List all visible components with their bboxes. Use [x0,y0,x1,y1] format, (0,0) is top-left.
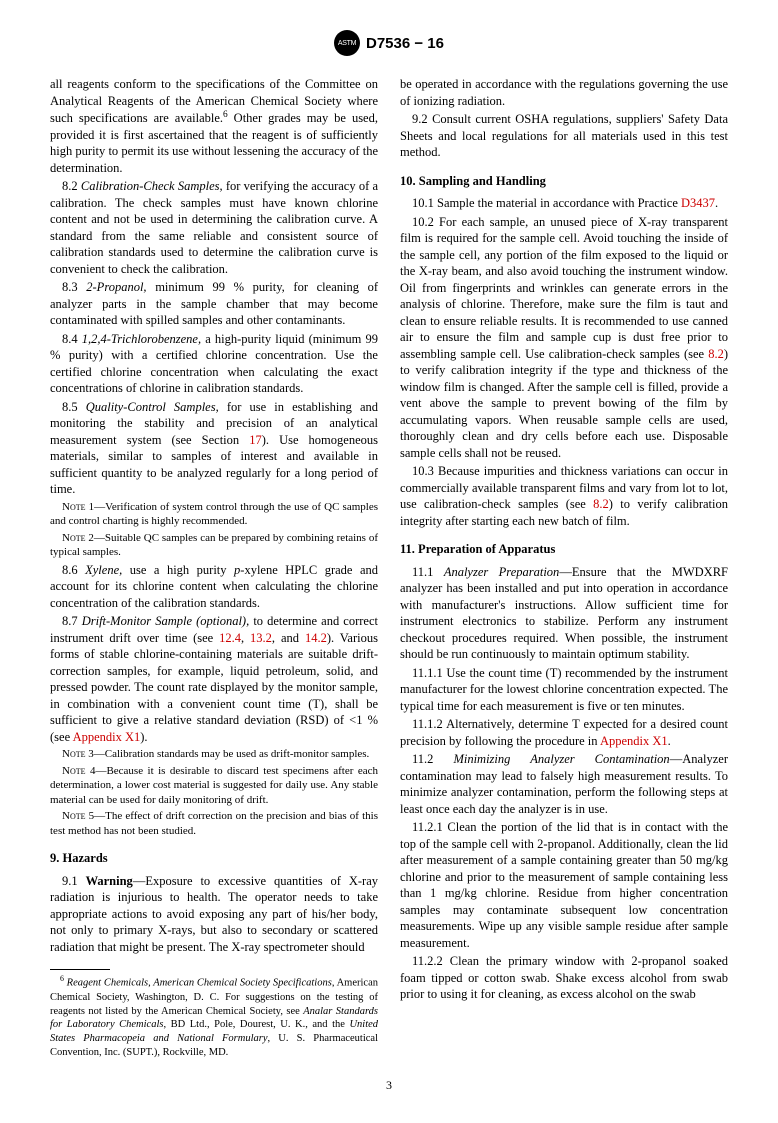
para-11-2-2: 11.2.2 Clean the primary window with 2-p… [400,953,728,1003]
page-header: ASTM D7536 − 16 [50,30,728,56]
section-10-heading: 10. Sampling and Handling [400,173,728,190]
note-3: Note 3—Calibration standards may be used… [50,747,378,762]
note-4: Note 4—Because it is desirable to discar… [50,764,378,808]
para-10-3: 10.3 Because impurities and thickness va… [400,463,728,529]
para-9-1-cont: be operated in accordance with the regul… [400,76,728,109]
page-number: 3 [50,1078,728,1093]
para-8-3: 8.3 2-Propanol, minimum 99 % purity, for… [50,279,378,329]
footnote-separator [50,969,110,970]
para-8-2: 8.2 Calibration-Check Samples, for verif… [50,178,378,277]
para-11-1-1: 11.1.1 Use the count time (T) recommende… [400,665,728,715]
note-1: Note 1—Verification of system control th… [50,500,378,529]
para-continuation: all reagents conform to the specificatio… [50,76,378,176]
para-9-1: 9.1 Warning—Exposure to excessive quanti… [50,873,378,956]
astm-logo-icon: ASTM [334,30,360,56]
section-9-heading: 9. Hazards [50,850,378,867]
para-11-1: 11.1 Analyzer Preparation—Ensure that th… [400,564,728,663]
para-11-2: 11.2 Minimizing Analyzer Contamination—A… [400,751,728,817]
note-5: Note 5—The effect of drift correction on… [50,809,378,838]
note-2: Note 2—Suitable QC samples can be prepar… [50,531,378,560]
para-8-5: 8.5 Quality-Control Samples, for use in … [50,399,378,498]
para-11-1-2: 11.1.2 Alternatively, determine T expect… [400,716,728,749]
para-10-1: 10.1 Sample the material in accordance w… [400,195,728,212]
para-8-4: 8.4 1,2,4-Trichlorobenzene, a high-purit… [50,331,378,397]
para-9-2: 9.2 Consult current OSHA regulations, su… [400,111,728,161]
body-columns: all reagents conform to the specificatio… [50,76,728,1060]
para-8-7: 8.7 Drift-Monitor Sample (optional), to … [50,613,378,745]
para-8-6: 8.6 Xylene, use a high purity p-xylene H… [50,562,378,612]
document-id: D7536 − 16 [366,35,444,52]
section-11-heading: 11. Preparation of Apparatus [400,541,728,558]
para-10-2: 10.2 For each sample, an unused piece of… [400,214,728,462]
para-11-2-1: 11.2.1 Clean the portion of the lid that… [400,819,728,951]
footnote-6: 6 Reagent Chemicals, American Chemical S… [50,974,378,1060]
